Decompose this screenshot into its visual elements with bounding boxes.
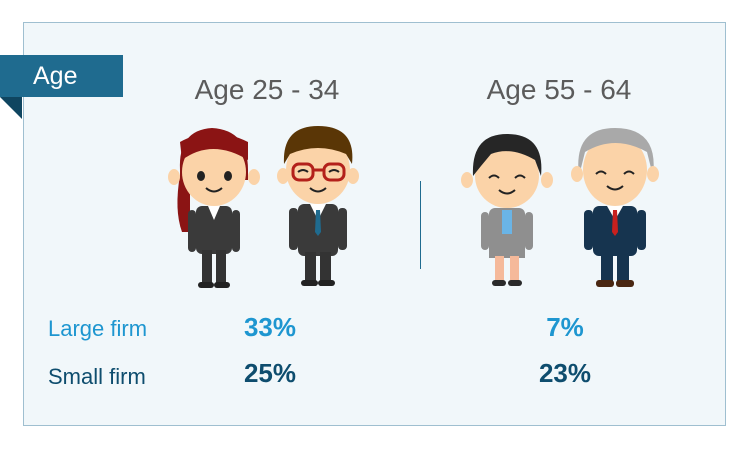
older-man-figure bbox=[571, 128, 659, 287]
young-man-figure bbox=[277, 126, 359, 286]
ribbon-fold bbox=[0, 97, 22, 119]
young-employees-illustration bbox=[168, 126, 359, 288]
large-firm-label: Large firm bbox=[48, 316, 148, 341]
young-small-firm-value: 25% bbox=[243, 358, 297, 388]
section-ribbon: Age bbox=[0, 55, 123, 97]
young-large-firm-value: 33% bbox=[243, 312, 297, 342]
group-title-55-64: Age 55 - 64 bbox=[486, 74, 632, 105]
section-label: Age bbox=[33, 62, 78, 90]
older-employees-illustration bbox=[461, 128, 659, 287]
young-woman-figure bbox=[168, 128, 260, 288]
older-large-firm-value: 7% bbox=[546, 312, 584, 342]
older-woman-figure bbox=[461, 134, 553, 286]
group-title-25-34: Age 25 - 34 bbox=[194, 74, 340, 105]
older-small-firm-value: 23% bbox=[538, 358, 592, 388]
small-firm-label: Small firm bbox=[48, 364, 146, 389]
group-divider bbox=[420, 181, 421, 269]
